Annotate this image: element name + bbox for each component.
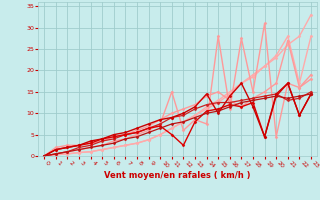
X-axis label: Vent moyen/en rafales ( km/h ): Vent moyen/en rafales ( km/h ) bbox=[104, 171, 251, 180]
